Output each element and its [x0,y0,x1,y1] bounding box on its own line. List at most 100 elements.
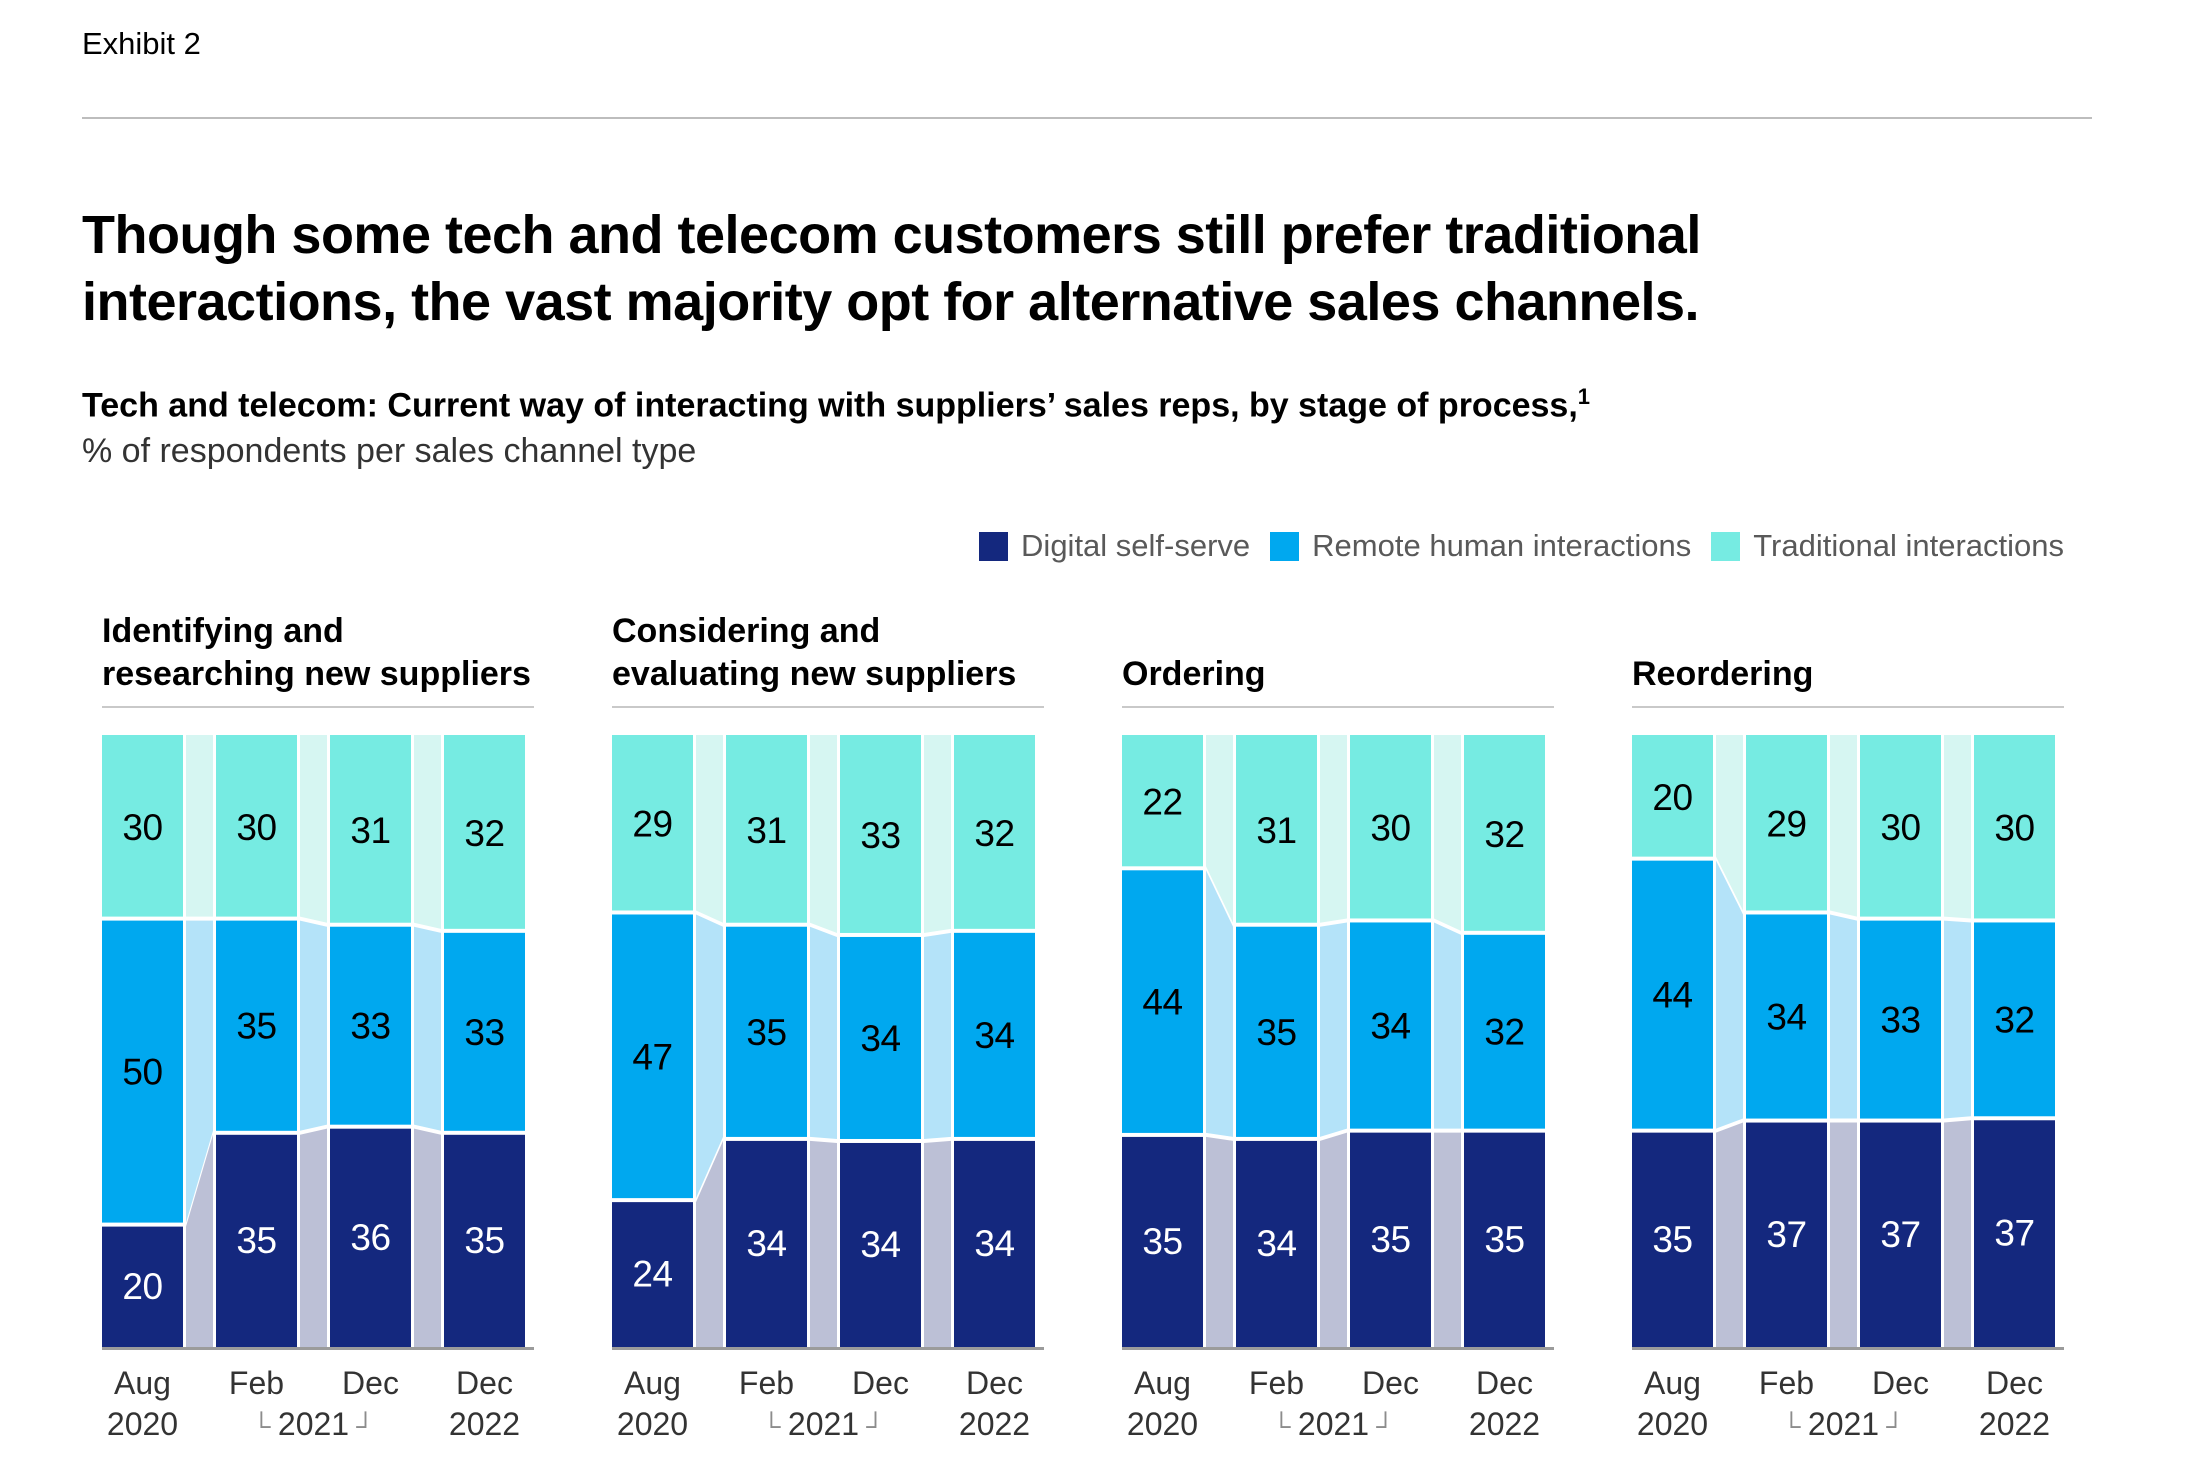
chart-subtitle-text: Tech and telecom: Current way of interac… [82,386,1578,425]
segment-remote [726,926,807,1137]
group-title: Ordering [1122,612,1554,706]
group-title-text: Identifying and researching new suppliers [102,612,531,693]
segment-remote [1632,860,1713,1129]
value-label-remote: 34 [860,1018,900,1059]
value-label-traditional: 29 [1766,804,1806,845]
segment-traditional [330,735,411,923]
traditional-connector-band [414,735,441,929]
segment-remote [1746,914,1827,1119]
year-bracket-close: ┘ [859,1411,885,1441]
legend-label: Traditional interactions [1753,528,2064,563]
segment-digital [840,1142,921,1347]
digital-connector-band [414,1128,441,1347]
segment-digital [444,1134,525,1347]
remote-connector-band [1434,922,1461,1129]
year-bracket-open: └ [1782,1411,1808,1441]
value-label-traditional: 32 [1484,814,1524,855]
x-tick-month: Dec [852,1365,909,1401]
x-tick-year-bracketed: └ 2021 ┘ [252,1406,375,1442]
chart-subtitle: Tech and telecom: Current way of interac… [82,384,2072,425]
segment-digital [612,1202,693,1347]
group-title-rule [102,706,534,708]
x-tick-year: 2020 [106,1406,179,1442]
segment-traditional [840,735,921,933]
value-label-remote: 32 [1484,1012,1524,1053]
value-label-digital: 34 [974,1223,1014,1264]
remote-connector-band [924,932,951,1139]
value-label-traditional: 32 [974,813,1014,854]
chart-legend: Digital self-serve Remote human interact… [102,528,2064,564]
value-label-remote: 33 [1880,1000,1920,1041]
segment-remote [612,914,693,1199]
remote-connector-band [1944,920,1971,1119]
x-tick-month: Aug [624,1365,681,1401]
remote-connector-band [696,914,723,1199]
segment-digital [330,1128,411,1347]
segment-digital [102,1226,183,1347]
segment-traditional [1974,735,2055,919]
group-title: Considering and evaluating new suppliers [612,612,1044,706]
remote-connector-band [1716,860,1743,1129]
value-label-traditional: 30 [1994,808,2034,849]
value-label-traditional: 30 [1880,807,1920,848]
stacked-bar-chart: 20 44 35 29 34 37 30 33 37 30 32 37 [1632,735,2064,1347]
year-bracket-open: └ [252,1411,278,1441]
segment-digital [1860,1122,1941,1347]
digital-connector-band [300,1128,327,1347]
segment-remote [1122,870,1203,1133]
value-label-remote: 32 [1994,999,2034,1040]
value-label-remote: 35 [1256,1012,1296,1053]
legend-label: Digital self-serve [1021,528,1251,563]
segment-traditional [1632,735,1713,857]
group-title-text: Ordering [1122,655,1266,693]
x-tick-year-bracketed: └ 2021 ┘ [762,1406,885,1442]
x-tick-year-bracketed: └ 2021 ┘ [1272,1406,1395,1442]
value-label-remote: 44 [1652,975,1692,1016]
value-label-traditional: 30 [1370,808,1410,849]
value-label-traditional: 31 [1256,810,1296,851]
digital-self-serve-swatch-icon [979,531,1009,561]
legend-item-digital: Digital self-serve [979,528,1250,564]
x-tick-year: 2022 [958,1406,1031,1442]
legend-item-remote: Remote human interactions [1270,528,1691,564]
group-title-text: Reordering [1632,655,1814,693]
digital-connector-band [1320,1132,1347,1347]
segment-traditional [444,735,525,929]
page-title: Though some tech and telecom customers s… [82,202,2072,336]
segment-traditional [954,735,1035,929]
group-title-rule [1632,706,2064,708]
segment-remote [102,920,183,1223]
x-tick-year: 2022 [448,1406,521,1442]
value-label-remote: 35 [746,1012,786,1053]
stacked-bar-svg: 20 44 35 29 34 37 30 33 37 30 32 37 [1632,735,2055,1347]
traditional-interactions-swatch-icon [1711,531,1741,561]
year-bracket-close: ┘ [349,1411,375,1441]
value-label-traditional: 32 [464,813,504,854]
remote-connector-band [1320,922,1347,1137]
x-tick-month: Feb [1758,1365,1815,1401]
year-bracket-close: ┘ [1369,1411,1395,1441]
segment-traditional [1236,735,1317,923]
x-tick-year: 2022 [1468,1406,1541,1442]
segment-traditional [1122,735,1203,867]
stacked-bar-chart: 30 50 20 30 35 35 31 33 36 32 33 35 [102,735,534,1347]
value-label-remote: 34 [974,1015,1014,1056]
x-tick-month: Feb [228,1365,285,1401]
value-label-digital: 37 [1994,1213,2034,1254]
digital-connector-band [1434,1132,1461,1347]
x-tick-month: Feb [1248,1365,1305,1401]
value-label-remote: 33 [464,1012,504,1053]
value-label-digital: 35 [464,1220,504,1261]
value-label-remote: 35 [236,1006,276,1047]
segment-remote [1860,920,1941,1119]
value-label-traditional: 22 [1142,782,1182,823]
value-label-digital: 34 [746,1223,786,1264]
value-label-traditional: 30 [236,807,276,848]
x-axis-labels: Aug Feb Dec Dec 2020 └ 2021 ┘ 2022 [1122,1365,1554,1451]
segment-remote [216,920,297,1131]
segment-digital [1974,1120,2055,1347]
x-axis-line [102,1347,534,1350]
traditional-connector-band [1206,735,1233,923]
segment-digital [216,1134,297,1347]
digital-connector-band [1206,1136,1233,1347]
